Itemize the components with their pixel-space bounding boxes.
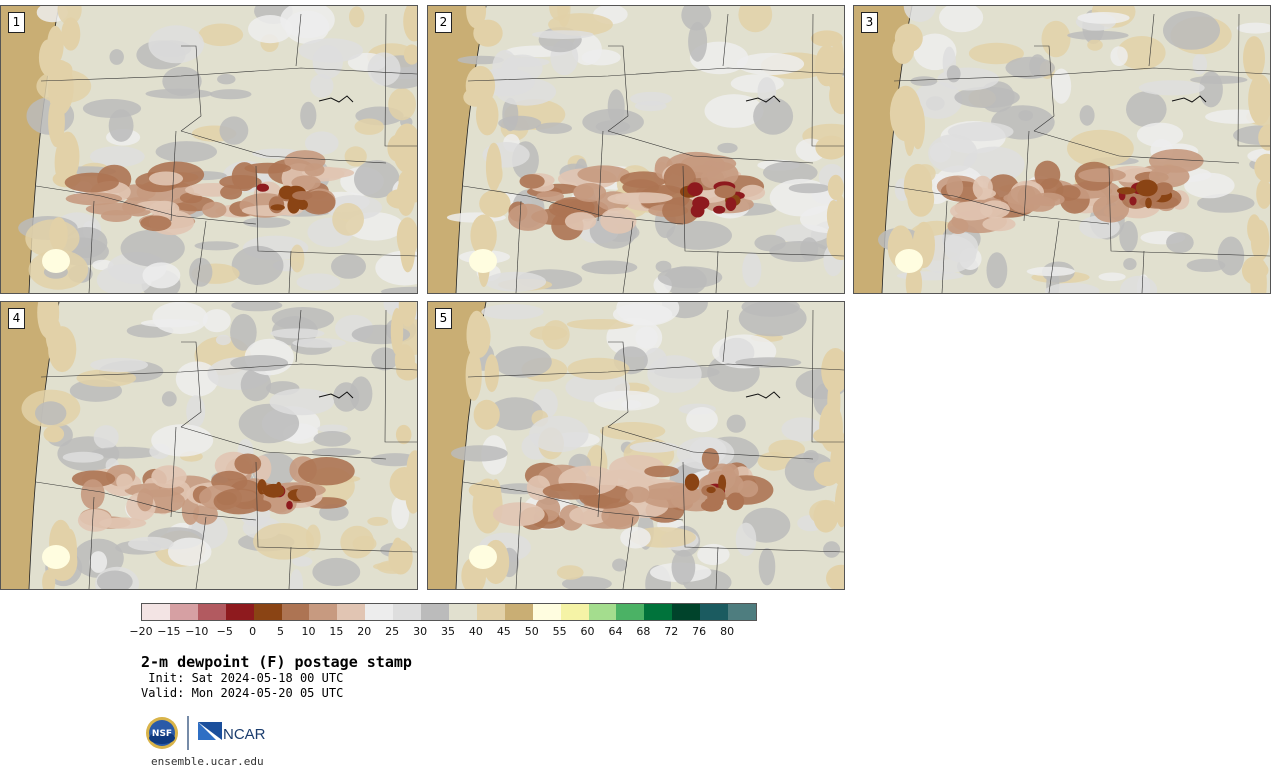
colorbar-swatch <box>700 604 729 620</box>
colorbar-tick-label: 45 <box>496 625 511 638</box>
nsf-text: NSF <box>152 729 172 739</box>
colorbar-swatch <box>142 604 170 620</box>
colorbar-tick-label: 0 <box>249 625 257 638</box>
plot-title: 2-m dewpoint (F) postage stamp <box>141 653 412 671</box>
dewpoint-map <box>1 302 417 589</box>
nsf-ncar-logo: NSF NCAR <box>145 714 275 752</box>
colorbar-tick-label: −15 <box>157 625 181 638</box>
panel-number: 1 <box>8 12 25 33</box>
colorbar-tick-label: 20 <box>357 625 372 638</box>
colorbar-swatch <box>253 604 282 620</box>
valid-time: Valid: Mon 2024-05-20 05 UTC <box>141 686 344 700</box>
colorbar-swatch <box>448 604 477 620</box>
colorbar-swatch <box>504 604 533 620</box>
colorbar-swatch <box>616 604 645 620</box>
colorbar-tick-label: 60 <box>580 625 595 638</box>
colorbar-tick-label: 64 <box>608 625 623 638</box>
colorbar-tick-label: 50 <box>524 625 539 638</box>
colorbar-tick-label: 68 <box>636 625 651 638</box>
colorbar-swatch <box>644 604 673 620</box>
colorbar-tick-label: −20 <box>129 625 153 638</box>
panel-number: 4 <box>8 308 25 329</box>
colorbar-ticks: −20 −15 −10 −5 0 5 10 15 20 25 30 35 40 45 50 55 60 64 68 7… <box>129 625 757 639</box>
colorbar-swatch <box>393 604 422 620</box>
colorbar-tick-label: 5 <box>277 625 285 638</box>
colorbar-swatch <box>476 604 505 620</box>
colorbar-tick-label: 10 <box>301 625 316 638</box>
map-panel-2[interactable]: 2 <box>427 5 845 294</box>
colorbar-tick-label: 25 <box>385 625 400 638</box>
colorbar-swatch <box>281 604 310 620</box>
dewpoint-map <box>854 6 1270 293</box>
dewpoint-map <box>1 6 417 293</box>
colorbar-swatch <box>225 604 254 620</box>
colorbar-swatch <box>365 604 394 620</box>
panel-number: 2 <box>435 12 452 33</box>
colorbar-swatch <box>337 604 366 620</box>
colorbar-tick-label: 80 <box>720 625 735 638</box>
colorbar-tick-label: 76 <box>692 625 707 638</box>
colorbar-swatch <box>197 604 226 620</box>
colorbar-swatch <box>728 604 756 620</box>
colorbar-tick-label: −5 <box>216 625 233 638</box>
colorbar-swatch <box>169 604 198 620</box>
colorbar-tick-label: 35 <box>441 625 455 638</box>
colorbar-tick-label: 30 <box>413 625 428 638</box>
colorbar <box>141 603 757 621</box>
dewpoint-map <box>428 302 844 589</box>
colorbar-swatch <box>421 604 449 620</box>
colorbar-tick-label: 40 <box>468 625 483 638</box>
dewpoint-map <box>428 6 844 293</box>
panel-number: 5 <box>435 308 452 329</box>
colorbar-swatch <box>588 604 617 620</box>
panel-number: 3 <box>861 12 878 33</box>
colorbar-tick-label: 55 <box>552 625 567 638</box>
colorbar-tick-label: 15 <box>329 625 344 638</box>
colorbar-swatch <box>309 604 338 620</box>
colorbar-swatch <box>560 604 589 620</box>
map-panel-5[interactable]: 5 <box>427 301 845 590</box>
colorbar-tick-label: −10 <box>185 625 209 638</box>
ncar-text: NCAR <box>223 726 266 743</box>
colorbar-tick-label: 72 <box>664 625 679 638</box>
colorbar-swatch <box>672 604 701 620</box>
init-time: Init: Sat 2024-05-18 00 UTC <box>141 671 344 685</box>
map-panel-3[interactable]: 3 <box>853 5 1271 294</box>
map-panel-1[interactable]: 1 <box>0 5 418 294</box>
site-link[interactable]: ensemble.ucar.edu <box>151 755 264 768</box>
map-panel-4[interactable]: 4 <box>0 301 418 590</box>
colorbar-swatch <box>532 604 561 620</box>
